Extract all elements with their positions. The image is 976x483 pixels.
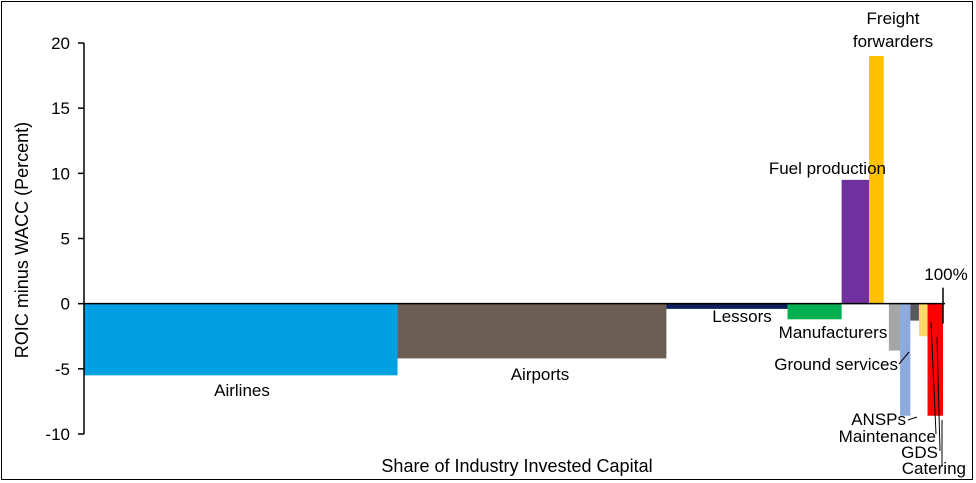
- bar-lessors: [666, 303, 788, 309]
- y-tick-label: 5: [61, 230, 70, 249]
- bar-manufacturers: [787, 303, 842, 320]
- y-tick-label: 20: [51, 34, 70, 53]
- bar-airlines: [84, 303, 398, 376]
- y-tick-label: 15: [51, 99, 70, 118]
- label-freight-forwarders-line2: forwarders: [853, 32, 933, 51]
- label-fuel-production: Fuel production: [769, 159, 886, 178]
- label-freight-forwarders-line1: Freight: [867, 9, 920, 28]
- label-ansps: ANSPs: [851, 410, 906, 429]
- leader-line: [898, 351, 910, 365]
- leader-line: [907, 416, 918, 421]
- category-labels: Airlines Airports Lessors Manufacturers Fuel…: [214, 9, 966, 478]
- bar-maintenance: [910, 303, 919, 321]
- end-percent-label: 100%: [924, 265, 967, 284]
- y-tick-label: 0: [61, 295, 70, 314]
- y-tick-label: 10: [51, 164, 70, 183]
- label-ground-services: Ground services: [774, 355, 898, 374]
- bar-catering: [927, 303, 943, 416]
- label-manufacturers: Manufacturers: [779, 323, 888, 342]
- bars-layer: [84, 56, 943, 416]
- leader-line: [936, 336, 941, 452]
- bar-airports: [397, 303, 667, 359]
- bar-fuel-production: [841, 179, 870, 304]
- label-airports: Airports: [511, 365, 570, 384]
- leader-line: [930, 321, 937, 435]
- label-airlines: Airlines: [214, 381, 270, 400]
- y-ticks: 20 15 10 5 0 -5 -10: [45, 34, 84, 444]
- label-catering: Catering: [902, 459, 966, 478]
- label-maintenance: Maintenance: [839, 427, 936, 446]
- label-lessors: Lessors: [712, 307, 772, 326]
- label-gds: GDS: [901, 443, 938, 462]
- bar-freight-forwarders: [869, 56, 884, 304]
- y-tick-label: -10: [45, 425, 70, 444]
- bar-ansps: [900, 303, 911, 416]
- y-axis-title: ROIC minus WACC (Percent): [12, 122, 32, 358]
- y-tick-label: -5: [55, 360, 70, 379]
- leader-lines: [898, 321, 943, 466]
- bar-gds: [918, 303, 928, 337]
- bar-ground-services: [888, 303, 901, 351]
- x-axis-title: Share of Industry Invested Capital: [381, 456, 652, 476]
